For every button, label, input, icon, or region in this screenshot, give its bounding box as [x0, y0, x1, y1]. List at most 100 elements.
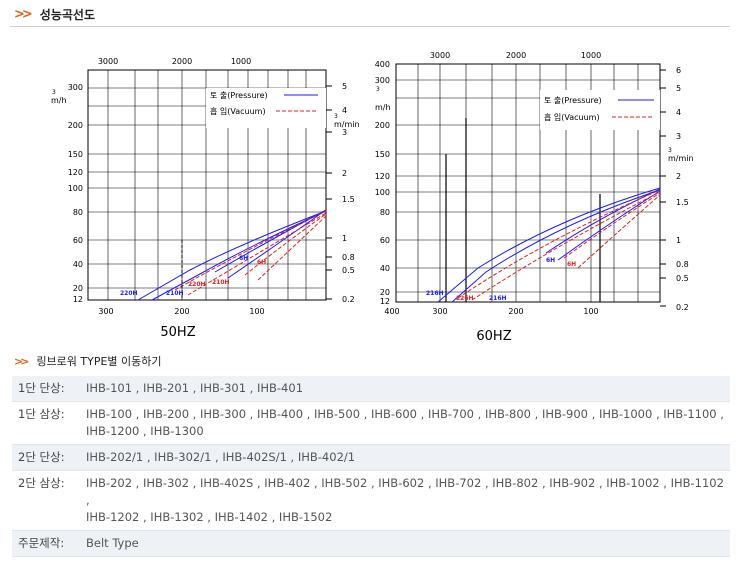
type-models[interactable]: IHB-101 , IHB-201 , IHB-301 , IHB-401: [80, 376, 730, 402]
type-label: 2단 삼상:: [12, 470, 80, 531]
left-unit-sup: 3: [376, 86, 380, 93]
right-tick: 1.5: [676, 198, 689, 207]
left-tick: 20: [73, 284, 83, 293]
type-label: 2단 단상:: [12, 444, 80, 471]
divider: [10, 26, 730, 27]
type-label: 1단 삼상:: [12, 401, 80, 445]
left-tick: 300: [375, 76, 390, 85]
bottom-tick: 100: [583, 307, 598, 316]
model-links[interactable]: IHB-1200 , IHB-1300: [86, 424, 204, 438]
right-tick: 0.2: [676, 303, 689, 312]
left-tick: 200: [375, 121, 390, 130]
table-row: 1단 삼상: IHB-100 , IHB-200 , IHB-300 , IHB…: [12, 401, 730, 445]
curve-labels: 216H 226H 216H 6H 6H: [426, 257, 576, 302]
curve-labels: 220H 210H 220H 210H 6H 6H: [120, 255, 266, 297]
top-tick: 3000: [430, 51, 450, 60]
table-row: 2단 삼상: IHB-202 , IHB-302 , IHB-402S , IH…: [12, 470, 730, 531]
model-links[interactable]: IHB-101 , IHB-201 , IHB-301 , IHB-401: [86, 381, 304, 395]
right-axis-labels: 6 5 4 3 2 1.5 1 0.8 0.5 0.2 3 m/min: [660, 66, 694, 312]
type-models[interactable]: IHB-202 , IHB-302 , IHB-402S , IHB-402 ,…: [80, 470, 730, 531]
left-tick: 100: [68, 184, 83, 193]
top-tick: 2000: [506, 51, 526, 60]
curve-label: 6H: [567, 261, 576, 268]
legend-vacuum: 흡 입(Vacuum): [210, 106, 266, 116]
types-section-header: >> 링브로워 TYPE별 이동하기: [14, 353, 162, 369]
bottom-tick: 200: [508, 307, 523, 316]
top-tick: 1000: [231, 57, 251, 66]
top-tick: 3000: [98, 57, 118, 66]
legend-pressure: 토 출(Pressure): [210, 90, 268, 100]
left-axis-labels: 300 200 150 120 100 80 60 40 20 12 3 m/h: [51, 83, 83, 304]
left-tick: 60: [380, 236, 390, 245]
right-tick: 6: [676, 66, 681, 75]
types-section-title: 링브로워 TYPE별 이동하기: [36, 355, 162, 368]
curve-label: 210H: [166, 290, 184, 297]
right-tick: 4: [342, 106, 347, 115]
left-tick: 120: [68, 168, 83, 177]
left-unit: m/h: [51, 96, 67, 105]
vacuum-curves: [174, 210, 327, 296]
left-tick: 150: [375, 150, 390, 159]
left-tick: 40: [73, 260, 83, 269]
left-tick: 12: [73, 295, 83, 304]
right-axis-labels: 5 4 3 2 1.5 1 0.8 0.5 0.2 3 m/min: [326, 82, 360, 304]
curve-label: 216H: [426, 290, 444, 297]
left-tick: 60: [73, 236, 83, 245]
left-tick: 40: [380, 264, 390, 273]
top-tick: 1000: [581, 51, 601, 60]
left-tick: 20: [380, 288, 390, 297]
left-tick: 120: [375, 172, 390, 181]
legend-pressure: 토 출(Pressure): [544, 95, 602, 105]
bottom-tick: 300: [432, 307, 447, 316]
curve-label: 216H: [489, 295, 507, 302]
bottom-tick: 400: [384, 307, 399, 316]
double-chevron-right-icon: >>: [14, 354, 30, 368]
type-models[interactable]: Belt Type: [80, 530, 730, 557]
right-tick: 0.8: [676, 260, 689, 269]
curve-label: 226H: [456, 295, 474, 302]
right-unit: m/min: [334, 120, 360, 129]
right-tick: 2: [676, 172, 681, 181]
type-models[interactable]: IHB-202/1 , IHB-302/1 , IHB-402S/1 , IHB…: [80, 444, 730, 471]
vacuum-curves: [457, 189, 661, 301]
top-axis-labels: 3000 2000 1000: [430, 51, 601, 60]
right-tick: 0.8: [342, 253, 355, 262]
type-label: 주문제작:: [12, 530, 80, 557]
bottom-axis-labels: 300 200 100: [98, 307, 264, 316]
chart-caption: 50HZ: [160, 325, 195, 340]
performance-chart-50hz: 3000 2000 1000 300 200 150 120 100 80 60…: [51, 57, 360, 340]
left-unit: m/h: [375, 103, 391, 112]
left-axis-labels: 400 300 200 150 120 100 80 60 40 20 12 3…: [375, 60, 391, 306]
right-tick: 4: [676, 108, 681, 117]
right-tick: 0.2: [342, 295, 355, 304]
curve-label: 220H: [188, 281, 206, 288]
table-row: 주문제작: Belt Type: [12, 530, 730, 557]
curve-label: 220H: [120, 290, 138, 297]
left-tick: 12: [380, 297, 390, 306]
bottom-axis-labels: 400 300 200 100: [384, 307, 598, 316]
model-links[interactable]: IHB-1202 , IHB-1302 , IHB-1402 , IHB-150…: [86, 510, 333, 524]
model-links[interactable]: IHB-202/1 , IHB-302/1 , IHB-402S/1 , IHB…: [86, 450, 356, 464]
model-links[interactable]: Belt Type: [86, 536, 139, 550]
performance-chart-60hz: 3000 2000 1000 400 300 200 150 120 100 8…: [375, 51, 694, 344]
left-tick: 100: [375, 188, 390, 197]
legend: 토 출(Pressure) 흡 입(Vacuum): [206, 88, 326, 128]
right-tick: 0.5: [342, 266, 355, 275]
model-links[interactable]: IHB-100 , IHB-200 , IHB-300 , IHB-400 , …: [86, 407, 724, 421]
table-row: 2단 단상: IHB-202/1 , IHB-302/1 , IHB-402S/…: [12, 444, 730, 471]
right-tick: 3: [676, 132, 681, 141]
type-models[interactable]: IHB-100 , IHB-200 , IHB-300 , IHB-400 , …: [80, 401, 730, 445]
bottom-tick: 200: [174, 307, 189, 316]
pressure-curves: [437, 187, 661, 303]
right-tick: 3: [342, 128, 347, 137]
right-tick: 1: [676, 236, 681, 245]
left-tick: 80: [380, 208, 390, 217]
table-row: 1단 단상: IHB-101 , IHB-201 , IHB-301 , IHB…: [12, 376, 730, 402]
left-tick: 200: [68, 121, 83, 130]
curve-label: 6H: [239, 255, 248, 262]
curve-label: 210H: [212, 279, 230, 286]
curve-label: 6H: [546, 257, 555, 264]
model-links[interactable]: IHB-202 , IHB-302 , IHB-402S , IHB-402 ,…: [86, 476, 724, 507]
left-unit-sup: 3: [52, 89, 56, 96]
bottom-tick: 100: [249, 307, 264, 316]
